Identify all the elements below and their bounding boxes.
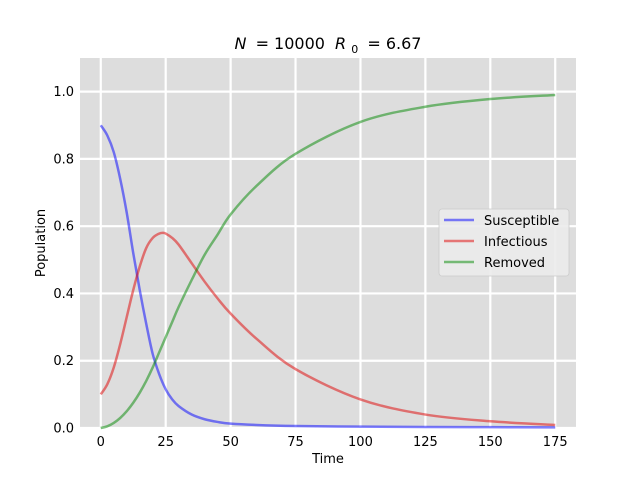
x-tick-label: 0 <box>97 435 105 450</box>
y-tick-label: 0.6 <box>53 220 74 235</box>
x-tick-label: 100 <box>348 435 373 450</box>
x-tick-label: 150 <box>478 435 503 450</box>
y-tick-label: 0.0 <box>53 422 74 437</box>
legend-box <box>438 208 570 277</box>
series-lines <box>99 93 556 430</box>
legend-label-susceptible: Susceptible <box>484 214 559 229</box>
y-tick-label: 0.8 <box>53 152 74 167</box>
legend: Susceptible Infectious Removed <box>438 208 570 277</box>
x-tick-label: 175 <box>543 435 568 450</box>
x-tick-label: 125 <box>413 435 438 450</box>
title-n-value: = 10000 <box>256 34 325 53</box>
y-tick-label: 0.2 <box>53 354 74 369</box>
series-line-susceptible <box>99 124 556 429</box>
legend-label-infectious: Infectious <box>484 235 548 250</box>
title-r-value: = 6.67 <box>367 34 421 53</box>
y-tick-label: 1.0 <box>53 85 74 100</box>
title-n-symbol: N <box>235 34 247 53</box>
grid <box>80 58 576 430</box>
y-tick-label: 0.4 <box>53 287 74 302</box>
x-tick-label: 50 <box>222 435 239 450</box>
series-line-removed <box>100 93 556 430</box>
y-axis-label: Population <box>34 209 49 277</box>
x-axis-label: Time <box>311 452 344 467</box>
title-r-subscript: 0 <box>351 43 358 56</box>
x-tick-label: 25 <box>157 435 174 450</box>
x-tick-label: 75 <box>287 435 304 450</box>
title-r-symbol: R <box>335 34 346 53</box>
y-ticks: 0.0 0.2 0.4 0.6 0.8 1.0 <box>53 85 74 436</box>
legend-label-removed: Removed <box>484 256 545 271</box>
series-line-infectious <box>99 231 556 427</box>
x-ticks: 0 25 50 75 100 125 150 175 <box>97 435 568 450</box>
chart-title: N = 10000 R 0 = 6.67 <box>235 34 422 57</box>
